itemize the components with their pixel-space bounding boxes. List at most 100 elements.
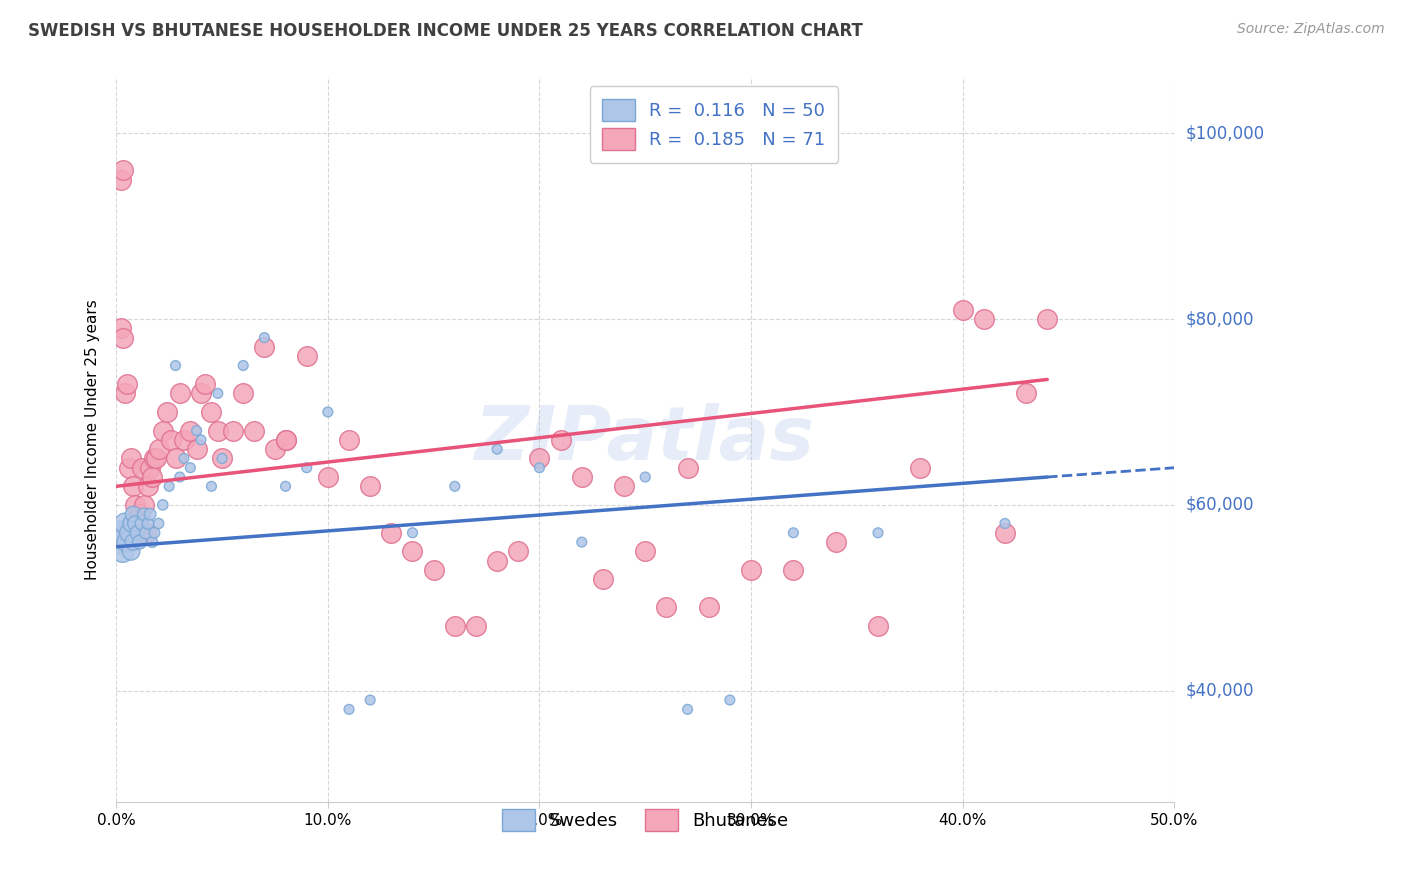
Point: [179, 424, 201, 438]
Point: [782, 525, 804, 540]
Point: [169, 386, 191, 401]
Point: [131, 460, 153, 475]
Point: [782, 563, 804, 577]
Point: [148, 442, 170, 457]
Point: [135, 525, 157, 540]
Point: [115, 377, 138, 392]
Point: [401, 544, 423, 558]
Point: [169, 470, 191, 484]
Point: [107, 535, 129, 549]
Point: [211, 451, 233, 466]
Point: [529, 460, 551, 475]
Point: [486, 442, 509, 457]
Point: [571, 470, 593, 484]
Point: [118, 525, 141, 540]
Point: [111, 544, 134, 558]
Point: [145, 451, 167, 466]
Point: [179, 460, 201, 475]
Point: [143, 451, 166, 466]
Point: [359, 479, 381, 493]
Text: $80,000: $80,000: [1185, 310, 1254, 328]
Point: [253, 331, 276, 345]
Text: $60,000: $60,000: [1185, 496, 1254, 514]
Point: [127, 525, 149, 540]
Point: [141, 470, 163, 484]
Point: [592, 572, 614, 586]
Point: [443, 618, 465, 632]
Point: [152, 424, 174, 438]
Point: [186, 442, 208, 457]
Text: SWEDISH VS BHUTANESE HOUSEHOLDER INCOME UNDER 25 YEARS CORRELATION CHART: SWEDISH VS BHUTANESE HOUSEHOLDER INCOME …: [28, 22, 863, 40]
Point: [165, 451, 187, 466]
Text: Source: ZipAtlas.com: Source: ZipAtlas.com: [1237, 22, 1385, 37]
Point: [115, 535, 138, 549]
Point: [207, 424, 229, 438]
Point: [165, 359, 187, 373]
Point: [120, 544, 142, 558]
Point: [380, 525, 402, 540]
Point: [1015, 386, 1038, 401]
Point: [613, 479, 636, 493]
Point: [207, 386, 229, 401]
Point: [866, 525, 889, 540]
Point: [253, 340, 276, 354]
Point: [655, 600, 678, 615]
Text: $40,000: $40,000: [1185, 681, 1254, 699]
Point: [120, 451, 142, 466]
Point: [676, 702, 699, 716]
Point: [127, 516, 149, 531]
Point: [111, 331, 134, 345]
Point: [200, 405, 222, 419]
Point: [529, 451, 551, 466]
Point: [1036, 312, 1059, 326]
Text: $100,000: $100,000: [1185, 124, 1264, 142]
Point: [866, 618, 889, 632]
Legend: Swedes, Bhutanese: Swedes, Bhutanese: [489, 797, 801, 844]
Point: [124, 516, 146, 531]
Point: [232, 386, 254, 401]
Point: [110, 525, 132, 540]
Point: [973, 312, 995, 326]
Point: [122, 535, 145, 549]
Point: [337, 702, 360, 716]
Point: [952, 302, 974, 317]
Point: [143, 525, 166, 540]
Point: [243, 424, 266, 438]
Point: [122, 507, 145, 521]
Point: [634, 470, 657, 484]
Point: [194, 377, 217, 392]
Point: [994, 516, 1017, 531]
Point: [316, 470, 339, 484]
Point: [111, 163, 134, 178]
Point: [718, 693, 741, 707]
Point: [571, 535, 593, 549]
Point: [190, 433, 212, 447]
Point: [186, 424, 208, 438]
Point: [422, 563, 444, 577]
Point: [465, 618, 488, 632]
Point: [128, 535, 150, 549]
Point: [124, 498, 146, 512]
Point: [128, 507, 150, 521]
Point: [634, 544, 657, 558]
Text: ZIPatlas: ZIPatlas: [475, 403, 815, 476]
Point: [676, 460, 699, 475]
Point: [359, 693, 381, 707]
Point: [132, 498, 155, 512]
Point: [550, 433, 572, 447]
Point: [190, 386, 212, 401]
Point: [122, 479, 145, 493]
Point: [136, 479, 159, 493]
Point: [295, 349, 318, 363]
Point: [401, 525, 423, 540]
Point: [486, 554, 509, 568]
Point: [160, 433, 183, 447]
Point: [274, 433, 297, 447]
Point: [200, 479, 222, 493]
Point: [114, 516, 136, 531]
Point: [316, 405, 339, 419]
Point: [156, 405, 179, 419]
Point: [173, 433, 195, 447]
Point: [221, 424, 243, 438]
Point: [114, 386, 136, 401]
